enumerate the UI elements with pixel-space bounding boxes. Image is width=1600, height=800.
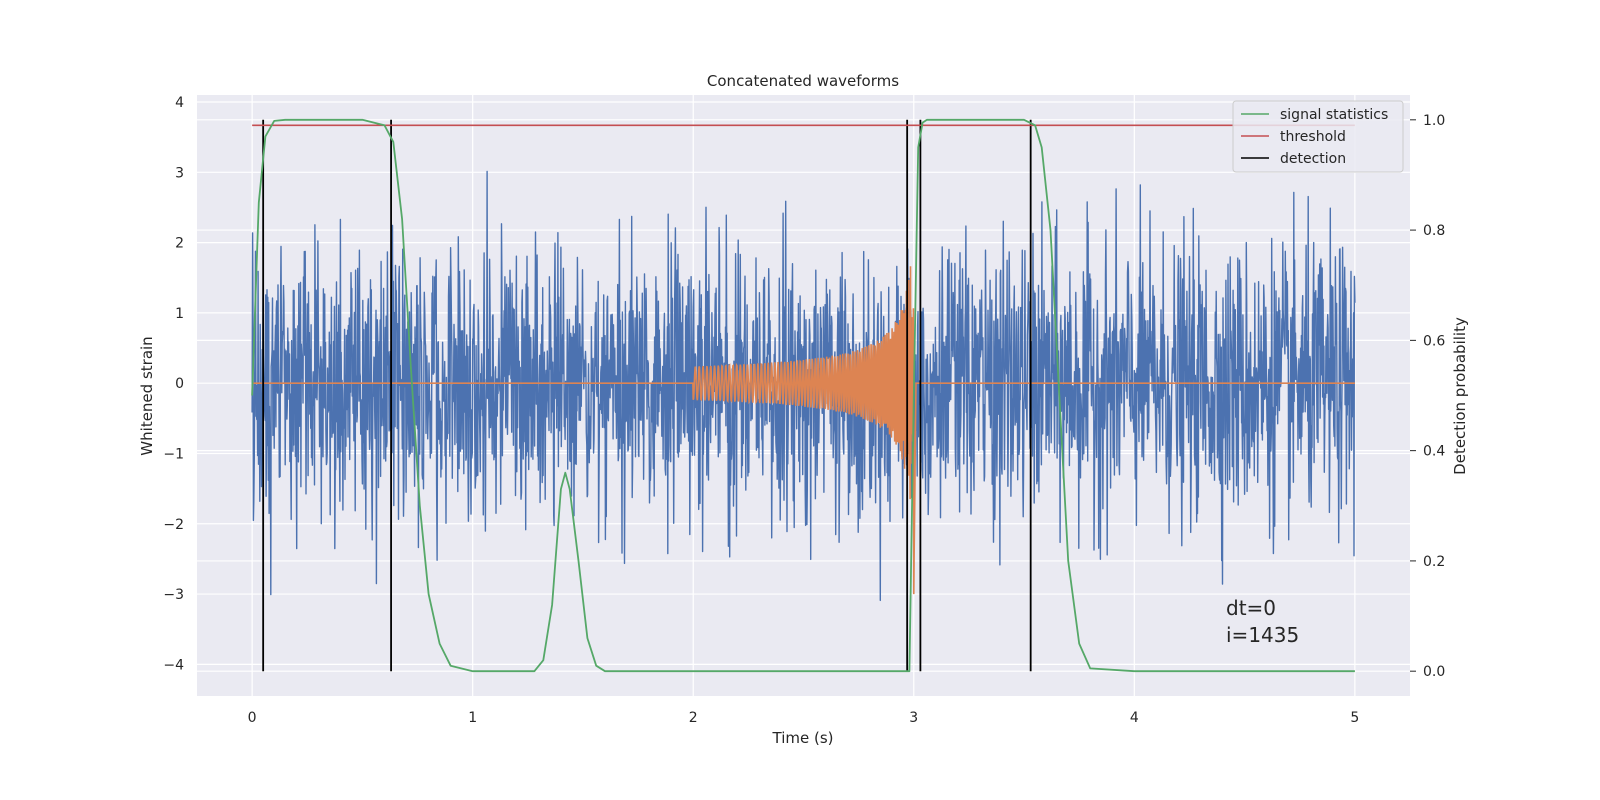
y2-tick-label: 0.4 xyxy=(1423,444,1445,460)
y2-tick-label: 0.8 xyxy=(1423,223,1445,239)
legend-box xyxy=(1232,100,1404,173)
x-tick-label: 2 xyxy=(689,710,698,726)
x-axis-label: Time (s) xyxy=(772,729,834,747)
axes-layer: 0 1 2 3 4 5 −4 −3 −2 −1 0 1 2 3 4 0.0 0.2 0.4 0.6 0.8 1.0 xyxy=(163,95,1445,726)
y-tick-label: −4 xyxy=(163,657,184,673)
annotation-iteration: i=1435 xyxy=(1226,623,1299,647)
legend: signal statistics threshold detection xyxy=(1232,100,1404,173)
y-tick-label: 0 xyxy=(175,376,184,392)
series-layer xyxy=(251,118,1356,673)
y-tick-label: 3 xyxy=(175,165,184,181)
y2-tick-label: 0.0 xyxy=(1423,664,1445,680)
series-chirp-line xyxy=(252,266,1355,595)
x-tick-label: 4 xyxy=(1130,710,1139,726)
chart-title: Concatenated waveforms xyxy=(707,72,899,90)
x-tick-label: 1 xyxy=(468,710,477,726)
y-tick-label: −1 xyxy=(163,446,184,462)
y2-tick-label: 1.0 xyxy=(1423,113,1445,129)
y2-tick-label: 0.2 xyxy=(1423,554,1445,570)
y-tick-label: −2 xyxy=(163,517,184,533)
y-axis-label: Whitened strain xyxy=(138,336,156,455)
x-tick-label: 5 xyxy=(1350,710,1359,726)
x-tick-label: 0 xyxy=(248,710,257,726)
y2-tick-label: 0.6 xyxy=(1423,333,1445,349)
y-tick-label: −3 xyxy=(163,587,184,603)
annotation-dt: dt=0 xyxy=(1226,596,1276,620)
series-noise-line xyxy=(251,170,1356,602)
y-tick-label: 1 xyxy=(175,306,184,322)
signal-statistics-line xyxy=(251,118,1355,673)
y-tick-label: 2 xyxy=(175,236,184,252)
legend-label-detection: detection xyxy=(1280,151,1346,167)
x-tick-label: 3 xyxy=(909,710,918,726)
y-tick-label: 4 xyxy=(175,95,184,111)
y2-axis-label: Detection probability xyxy=(1451,317,1469,475)
legend-label-threshold: threshold xyxy=(1280,129,1346,145)
legend-label-signal-statistics: signal statistics xyxy=(1280,107,1388,123)
